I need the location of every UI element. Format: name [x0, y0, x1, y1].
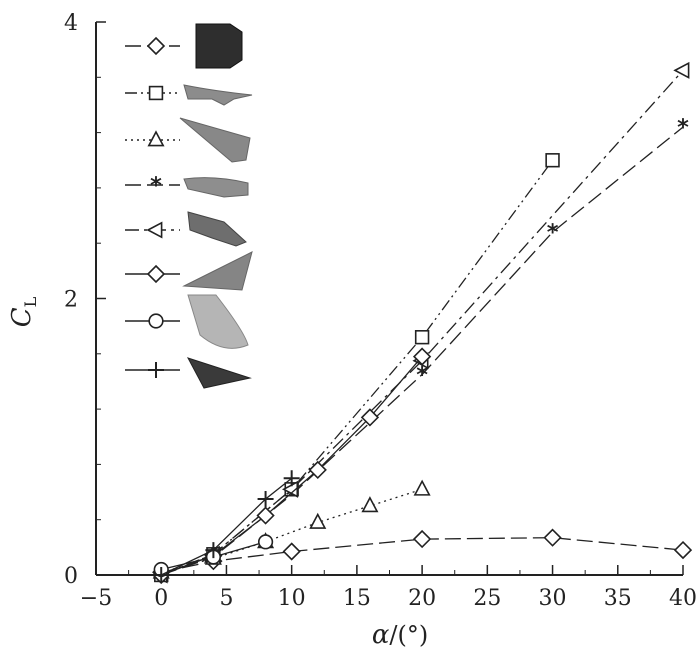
legend-entry-2 [125, 84, 253, 106]
data-point-triangle-left [281, 480, 299, 498]
data-point-triangle-left [146, 221, 163, 239]
x-axis-title: α/(°) [372, 620, 428, 650]
series-line [161, 537, 684, 573]
blunt-cone-icon [187, 294, 249, 349]
data-point-diamond [673, 540, 693, 560]
data-point-diamond [412, 529, 432, 549]
legend-entry-6 [125, 251, 253, 291]
data-point-diamond [146, 36, 166, 56]
data-point-plus [153, 567, 170, 583]
x-tick-label: −5 [80, 586, 112, 611]
data-point-circle [148, 313, 164, 329]
data-point-triangle-left [673, 61, 690, 79]
x-tick-label: 15 [343, 586, 371, 611]
data-point-diamond [543, 528, 562, 547]
legend-entry-8 [125, 357, 252, 389]
data-point-square [148, 85, 164, 101]
data-point-square [414, 330, 430, 345]
y-axis-title: CL [7, 296, 40, 327]
legend: * [125, 23, 253, 389]
axis-labels: α/(°) CL [7, 296, 428, 650]
data-point-circle [257, 534, 274, 550]
data-point-triangle-up [309, 512, 327, 529]
y-tick-label: 4 [64, 11, 78, 36]
shuttle-orbiter-icon [183, 84, 253, 106]
data-point-square [545, 153, 560, 168]
data-point-plus [257, 490, 274, 507]
data-point-asterisk: * [416, 362, 428, 388]
legend-entry-3 [125, 117, 251, 163]
series-line [160, 477, 293, 576]
legend-entry-1 [125, 23, 243, 69]
y-tick-label: 2 [64, 288, 78, 313]
data-point-asterisk: * [150, 173, 162, 199]
series-line [161, 488, 423, 573]
data-point-diamond [282, 542, 301, 561]
data-point-asterisk: * [547, 220, 559, 246]
x-tick-label: 25 [473, 586, 501, 611]
data-point-plus [283, 470, 300, 487]
data-point-plus [148, 362, 164, 378]
data-point-asterisk: * [677, 115, 689, 141]
space-plane-icon [187, 211, 247, 247]
x-tick-label: 5 [219, 586, 233, 611]
x-tick-label: 10 [278, 586, 306, 611]
x-tick-label: 40 [669, 586, 697, 611]
x-tick-label: 30 [539, 586, 567, 611]
data-point-diamond [360, 408, 380, 427]
data-point-diamond [146, 264, 166, 284]
sharp-cone-icon [186, 357, 252, 389]
data-point-diamond [308, 460, 327, 480]
legend-entry-4: * [125, 173, 249, 199]
series-layer: ****** [151, 61, 693, 589]
data-point-triangle-up [361, 496, 379, 513]
x-tick-label: 0 [154, 586, 168, 611]
legend-entry-5 [125, 211, 247, 247]
delta-wing-icon [182, 251, 253, 291]
lifting-body-icon [183, 177, 249, 198]
capsule-icon [195, 23, 243, 69]
x-tick-label: 35 [604, 586, 632, 611]
data-point-diamond [412, 347, 432, 366]
data-point-triangle-up [413, 479, 431, 496]
data-point-triangle-up [147, 130, 165, 147]
waverider-icon [179, 117, 251, 163]
data-point-plus [205, 542, 222, 559]
legend-entry-7 [125, 294, 249, 349]
x-tick-label: 20 [408, 586, 436, 611]
series-line [160, 126, 684, 576]
y-tick-label: 0 [64, 564, 78, 589]
series-8 [153, 470, 300, 583]
data-point-diamond [256, 506, 275, 525]
